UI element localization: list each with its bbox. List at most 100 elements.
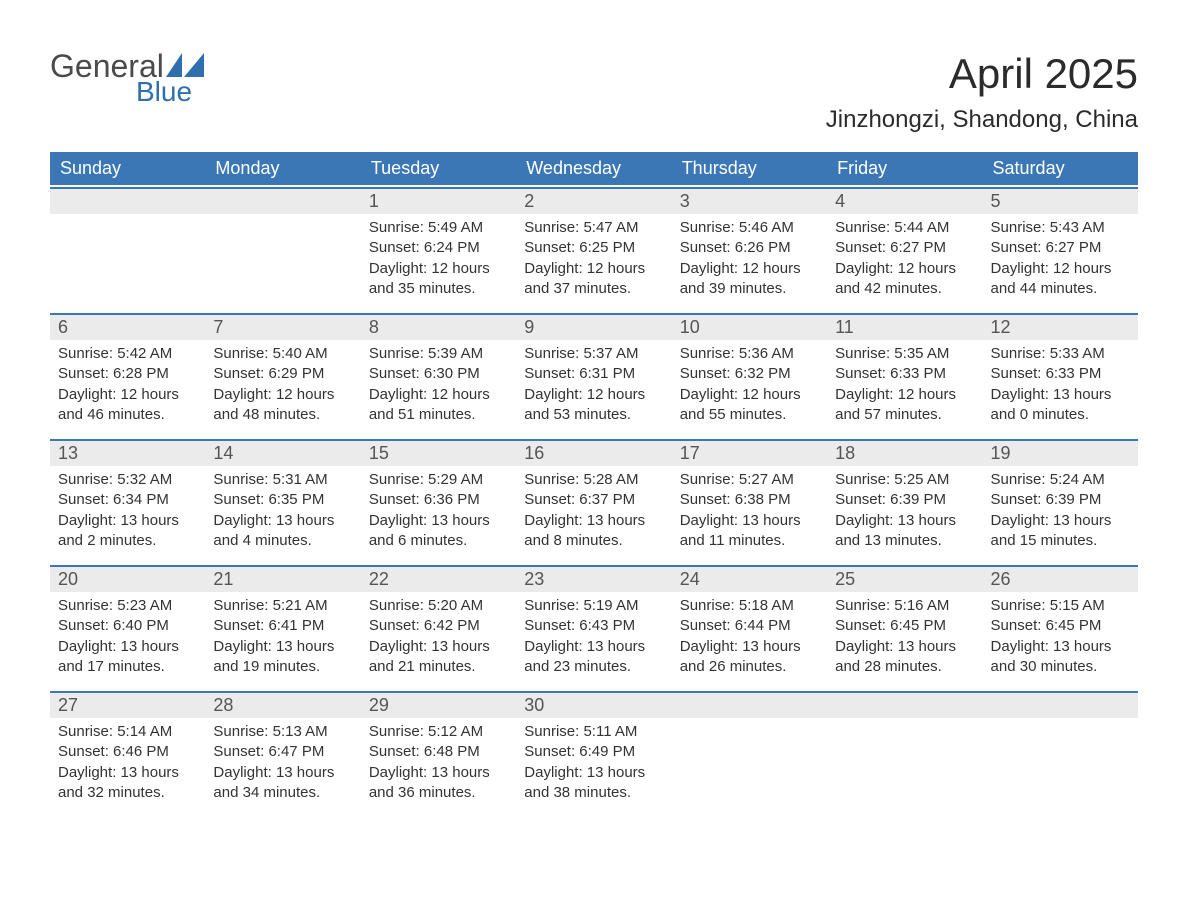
daylight-text: Daylight: 12 hours and 44 minutes. bbox=[991, 259, 1130, 300]
week-row: 12345Sunrise: 5:49 AMSunset: 6:24 PMDayl… bbox=[50, 187, 1138, 311]
day-number: 28 bbox=[205, 693, 360, 718]
detail-row: Sunrise: 5:14 AMSunset: 6:46 PMDaylight:… bbox=[50, 718, 1138, 815]
day-detail: Sunrise: 5:15 AMSunset: 6:45 PMDaylight:… bbox=[983, 592, 1138, 689]
weekday-header: Thursday bbox=[672, 152, 827, 185]
sunset-text: Sunset: 6:45 PM bbox=[991, 616, 1130, 636]
sunrise-text: Sunrise: 5:24 AM bbox=[991, 470, 1130, 490]
day-detail: Sunrise: 5:28 AMSunset: 6:37 PMDaylight:… bbox=[516, 466, 671, 563]
day-detail: Sunrise: 5:36 AMSunset: 6:32 PMDaylight:… bbox=[672, 340, 827, 437]
day-detail: Sunrise: 5:27 AMSunset: 6:38 PMDaylight:… bbox=[672, 466, 827, 563]
week-row: 6789101112Sunrise: 5:42 AMSunset: 6:28 P… bbox=[50, 313, 1138, 437]
daylight-text: Daylight: 12 hours and 48 minutes. bbox=[213, 385, 352, 426]
sunset-text: Sunset: 6:40 PM bbox=[58, 616, 197, 636]
day-detail: Sunrise: 5:18 AMSunset: 6:44 PMDaylight:… bbox=[672, 592, 827, 689]
day-number: 5 bbox=[983, 189, 1138, 214]
day-detail: Sunrise: 5:14 AMSunset: 6:46 PMDaylight:… bbox=[50, 718, 205, 815]
sunset-text: Sunset: 6:31 PM bbox=[524, 364, 663, 384]
daylight-text: Daylight: 12 hours and 39 minutes. bbox=[680, 259, 819, 300]
sunset-text: Sunset: 6:43 PM bbox=[524, 616, 663, 636]
day-detail: Sunrise: 5:24 AMSunset: 6:39 PMDaylight:… bbox=[983, 466, 1138, 563]
day-number: 4 bbox=[827, 189, 982, 214]
weekday-header: Sunday bbox=[50, 152, 205, 185]
weekday-header: Monday bbox=[205, 152, 360, 185]
sunrise-text: Sunrise: 5:31 AM bbox=[213, 470, 352, 490]
day-detail: Sunrise: 5:40 AMSunset: 6:29 PMDaylight:… bbox=[205, 340, 360, 437]
sunrise-text: Sunrise: 5:32 AM bbox=[58, 470, 197, 490]
sunrise-text: Sunrise: 5:16 AM bbox=[835, 596, 974, 616]
daylight-text: Daylight: 13 hours and 34 minutes. bbox=[213, 763, 352, 804]
sunrise-text: Sunrise: 5:33 AM bbox=[991, 344, 1130, 364]
daylight-text: Daylight: 13 hours and 26 minutes. bbox=[680, 637, 819, 678]
sunrise-text: Sunrise: 5:23 AM bbox=[58, 596, 197, 616]
sunrise-text: Sunrise: 5:43 AM bbox=[991, 218, 1130, 238]
sunrise-text: Sunrise: 5:29 AM bbox=[369, 470, 508, 490]
title-block: April 2025 Jinzhongzi, Shandong, China bbox=[826, 50, 1138, 144]
day-detail: Sunrise: 5:46 AMSunset: 6:26 PMDaylight:… bbox=[672, 214, 827, 311]
daylight-text: Daylight: 12 hours and 57 minutes. bbox=[835, 385, 974, 426]
daynum-row: 27282930 bbox=[50, 691, 1138, 718]
sunrise-text: Sunrise: 5:46 AM bbox=[680, 218, 819, 238]
sunrise-text: Sunrise: 5:27 AM bbox=[680, 470, 819, 490]
sunset-text: Sunset: 6:45 PM bbox=[835, 616, 974, 636]
daylight-text: Daylight: 13 hours and 6 minutes. bbox=[369, 511, 508, 552]
header: General Blue April 2025 Jinzhongzi, Shan… bbox=[50, 50, 1138, 144]
daylight-text: Daylight: 13 hours and 0 minutes. bbox=[991, 385, 1130, 426]
daylight-text: Daylight: 13 hours and 30 minutes. bbox=[991, 637, 1130, 678]
day-number: 1 bbox=[361, 189, 516, 214]
day-number bbox=[827, 693, 982, 718]
sunrise-text: Sunrise: 5:12 AM bbox=[369, 722, 508, 742]
weekday-header: Wednesday bbox=[516, 152, 671, 185]
day-detail: Sunrise: 5:37 AMSunset: 6:31 PMDaylight:… bbox=[516, 340, 671, 437]
day-detail bbox=[50, 214, 205, 311]
sunrise-text: Sunrise: 5:18 AM bbox=[680, 596, 819, 616]
sunset-text: Sunset: 6:24 PM bbox=[369, 238, 508, 258]
day-detail: Sunrise: 5:13 AMSunset: 6:47 PMDaylight:… bbox=[205, 718, 360, 815]
daylight-text: Daylight: 13 hours and 19 minutes. bbox=[213, 637, 352, 678]
sunset-text: Sunset: 6:26 PM bbox=[680, 238, 819, 258]
sunrise-text: Sunrise: 5:44 AM bbox=[835, 218, 974, 238]
daylight-text: Daylight: 13 hours and 13 minutes. bbox=[835, 511, 974, 552]
week-row: 20212223242526Sunrise: 5:23 AMSunset: 6:… bbox=[50, 565, 1138, 689]
sunrise-text: Sunrise: 5:37 AM bbox=[524, 344, 663, 364]
day-detail: Sunrise: 5:11 AMSunset: 6:49 PMDaylight:… bbox=[516, 718, 671, 815]
day-detail: Sunrise: 5:31 AMSunset: 6:35 PMDaylight:… bbox=[205, 466, 360, 563]
day-detail: Sunrise: 5:29 AMSunset: 6:36 PMDaylight:… bbox=[361, 466, 516, 563]
day-number: 9 bbox=[516, 315, 671, 340]
day-detail bbox=[672, 718, 827, 815]
day-detail: Sunrise: 5:44 AMSunset: 6:27 PMDaylight:… bbox=[827, 214, 982, 311]
day-detail: Sunrise: 5:39 AMSunset: 6:30 PMDaylight:… bbox=[361, 340, 516, 437]
daylight-text: Daylight: 12 hours and 37 minutes. bbox=[524, 259, 663, 300]
day-detail: Sunrise: 5:33 AMSunset: 6:33 PMDaylight:… bbox=[983, 340, 1138, 437]
day-detail: Sunrise: 5:35 AMSunset: 6:33 PMDaylight:… bbox=[827, 340, 982, 437]
sunrise-text: Sunrise: 5:25 AM bbox=[835, 470, 974, 490]
detail-row: Sunrise: 5:42 AMSunset: 6:28 PMDaylight:… bbox=[50, 340, 1138, 437]
day-number: 22 bbox=[361, 567, 516, 592]
daylight-text: Daylight: 13 hours and 21 minutes. bbox=[369, 637, 508, 678]
sunset-text: Sunset: 6:47 PM bbox=[213, 742, 352, 762]
daylight-text: Daylight: 12 hours and 46 minutes. bbox=[58, 385, 197, 426]
week-row: 13141516171819Sunrise: 5:32 AMSunset: 6:… bbox=[50, 439, 1138, 563]
sunrise-text: Sunrise: 5:15 AM bbox=[991, 596, 1130, 616]
day-number: 27 bbox=[50, 693, 205, 718]
day-number bbox=[672, 693, 827, 718]
day-number: 30 bbox=[516, 693, 671, 718]
sunset-text: Sunset: 6:25 PM bbox=[524, 238, 663, 258]
sunrise-text: Sunrise: 5:40 AM bbox=[213, 344, 352, 364]
detail-row: Sunrise: 5:32 AMSunset: 6:34 PMDaylight:… bbox=[50, 466, 1138, 563]
day-detail: Sunrise: 5:12 AMSunset: 6:48 PMDaylight:… bbox=[361, 718, 516, 815]
day-number: 15 bbox=[361, 441, 516, 466]
day-number: 13 bbox=[50, 441, 205, 466]
day-number: 14 bbox=[205, 441, 360, 466]
day-number bbox=[205, 189, 360, 214]
day-detail: Sunrise: 5:49 AMSunset: 6:24 PMDaylight:… bbox=[361, 214, 516, 311]
day-detail: Sunrise: 5:16 AMSunset: 6:45 PMDaylight:… bbox=[827, 592, 982, 689]
daylight-text: Daylight: 13 hours and 11 minutes. bbox=[680, 511, 819, 552]
day-detail: Sunrise: 5:42 AMSunset: 6:28 PMDaylight:… bbox=[50, 340, 205, 437]
calendar: Sunday Monday Tuesday Wednesday Thursday… bbox=[50, 152, 1138, 815]
day-detail bbox=[983, 718, 1138, 815]
daynum-row: 20212223242526 bbox=[50, 565, 1138, 592]
sunset-text: Sunset: 6:37 PM bbox=[524, 490, 663, 510]
weekday-header: Friday bbox=[827, 152, 982, 185]
sunrise-text: Sunrise: 5:49 AM bbox=[369, 218, 508, 238]
sunset-text: Sunset: 6:30 PM bbox=[369, 364, 508, 384]
